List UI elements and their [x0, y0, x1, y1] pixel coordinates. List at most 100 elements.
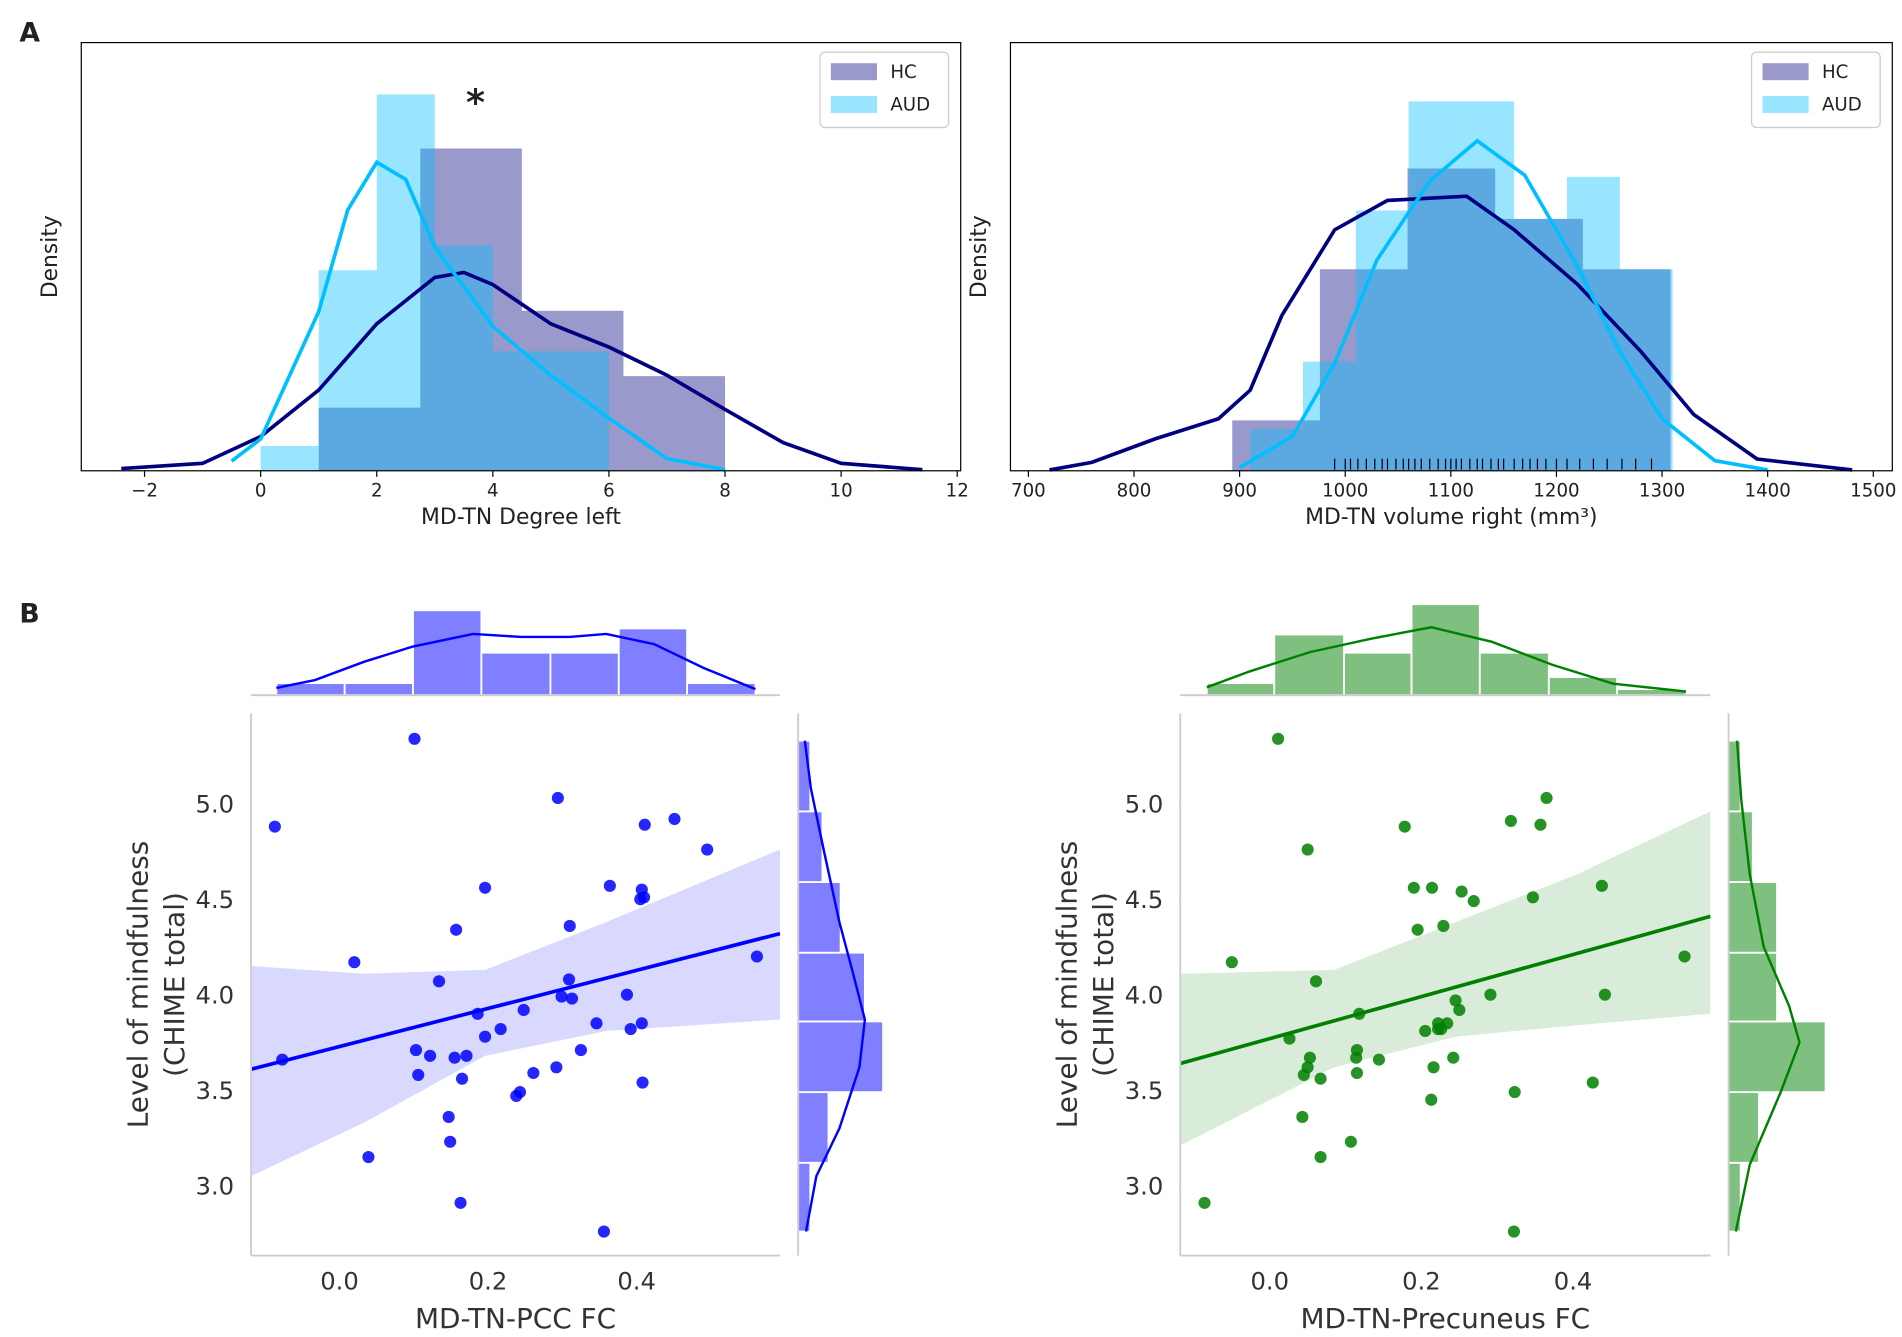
scatter-point [479, 1030, 492, 1043]
scatter-point [597, 1225, 610, 1238]
kde-line [1238, 138, 1768, 472]
y-axis-label: Density [38, 215, 63, 298]
regression-line [250, 931, 781, 1071]
marginal-bar [797, 951, 866, 1023]
marginal-kde [803, 740, 867, 1232]
y-tick-label: 3.0 [1125, 1172, 1164, 1201]
scatter-point [1303, 1051, 1317, 1064]
scatter-point [1508, 1086, 1521, 1099]
x-tick-label: 1200 [1533, 480, 1579, 501]
scatter-point [620, 988, 634, 1001]
scatter-point [1467, 895, 1480, 908]
scatter-point [432, 975, 446, 988]
marginal-bar [480, 651, 552, 697]
y-axis-label: (CHIME total) [1087, 892, 1120, 1077]
scatter-point [1198, 1196, 1211, 1209]
scatter-point [1372, 1053, 1386, 1066]
x-tick-label: 1300 [1639, 480, 1685, 501]
hist-bar [1495, 218, 1583, 471]
scatter-point [450, 923, 463, 936]
scatter-point [1504, 814, 1517, 827]
x-tick-label: 0.4 [1554, 1266, 1593, 1295]
legend-swatch [1762, 63, 1809, 81]
x-axis-label: MD-TN-Precuneus FC [1300, 1302, 1590, 1335]
scatter-point [1407, 881, 1420, 894]
x-tick-label: 12 [946, 480, 969, 501]
scatter-point [603, 879, 616, 892]
hist-bar [420, 148, 522, 471]
scatter-point [448, 1051, 461, 1064]
y-axis-label: (CHIME total) [158, 892, 191, 1077]
marginal-bar [343, 682, 414, 697]
legend-label: HC [1822, 62, 1848, 83]
scatter-point [1314, 1150, 1327, 1164]
hist-bar [1619, 269, 1673, 471]
scatter-point [1453, 1003, 1466, 1017]
marginal-bar [549, 651, 620, 697]
x-tick-label: −2 [131, 480, 158, 501]
x-tick-label: 1500 [1850, 480, 1896, 501]
y-tick-label: 4.0 [1125, 981, 1164, 1010]
x-tick-label: 700 [1011, 480, 1046, 501]
scatter-point [1534, 818, 1547, 831]
x-tick-label: 4 [487, 480, 499, 501]
marginal-kde [1206, 626, 1687, 693]
hist-bar [492, 351, 551, 471]
scatter-point [1586, 1076, 1599, 1089]
x-tick-label: 0.0 [320, 1266, 359, 1295]
y-axis-label: Level of mindfulness [1051, 841, 1084, 1129]
scatter-point [563, 919, 576, 933]
y-axis-label: Level of mindfulness [121, 841, 154, 1129]
legend-swatch [830, 63, 878, 81]
scatter-point [1425, 881, 1439, 894]
marginal-bar [1205, 682, 1276, 697]
scatter-point [1427, 1061, 1440, 1074]
legend-swatch [830, 95, 878, 113]
scatter-point [442, 1110, 455, 1124]
y-tick-label: 4.0 [196, 981, 235, 1010]
x-tick-label: 0.0 [1250, 1266, 1289, 1295]
scatter-point [1598, 988, 1611, 1001]
scatter-point [1296, 1110, 1309, 1124]
kde-line [230, 159, 726, 472]
annotation: * [466, 81, 485, 124]
marginal-kde [1734, 740, 1801, 1232]
hist-bar [318, 407, 421, 471]
marginal-bar [797, 881, 842, 954]
scatter-point [1437, 919, 1450, 933]
x-tick-label: 8 [719, 480, 731, 501]
hist-bar [1514, 218, 1568, 471]
legend-box [1750, 51, 1881, 129]
marginal-kde [276, 632, 756, 691]
scatter-point [1297, 1068, 1310, 1081]
marginal-bar [1273, 633, 1345, 697]
scatter-point [1350, 1051, 1363, 1064]
scatter-point [1419, 1024, 1432, 1038]
x-tick-label: 0 [255, 480, 267, 501]
scatter-point [638, 818, 651, 831]
scatter-point [637, 891, 651, 904]
scatter-point [517, 1003, 530, 1017]
scatter-point [424, 1049, 437, 1062]
y-tick-label: 3.0 [196, 1172, 235, 1201]
legend-label: AUD [1822, 95, 1862, 116]
scatter-point [1225, 956, 1238, 969]
scatter-point [562, 973, 576, 986]
hist-bar [376, 94, 435, 471]
confidence-band [251, 849, 780, 1177]
scatter-point [362, 1150, 375, 1164]
x-axis-label: MD-TN volume right (mm³) [1305, 505, 1597, 530]
scatter-point [574, 1044, 587, 1057]
hist-bar [318, 270, 377, 471]
legend-label: HC [890, 62, 916, 83]
marginal-bar [1547, 676, 1618, 697]
scatter-point [550, 1061, 563, 1074]
scatter-point [1484, 988, 1497, 1001]
legend-swatch [1762, 95, 1809, 113]
scatter-point [565, 992, 579, 1005]
scatter-point [348, 956, 361, 969]
scatter-point [1595, 879, 1608, 892]
marginal-bar [1343, 651, 1413, 697]
hist-bar [1407, 168, 1496, 471]
x-tick-label: 800 [1117, 480, 1152, 501]
